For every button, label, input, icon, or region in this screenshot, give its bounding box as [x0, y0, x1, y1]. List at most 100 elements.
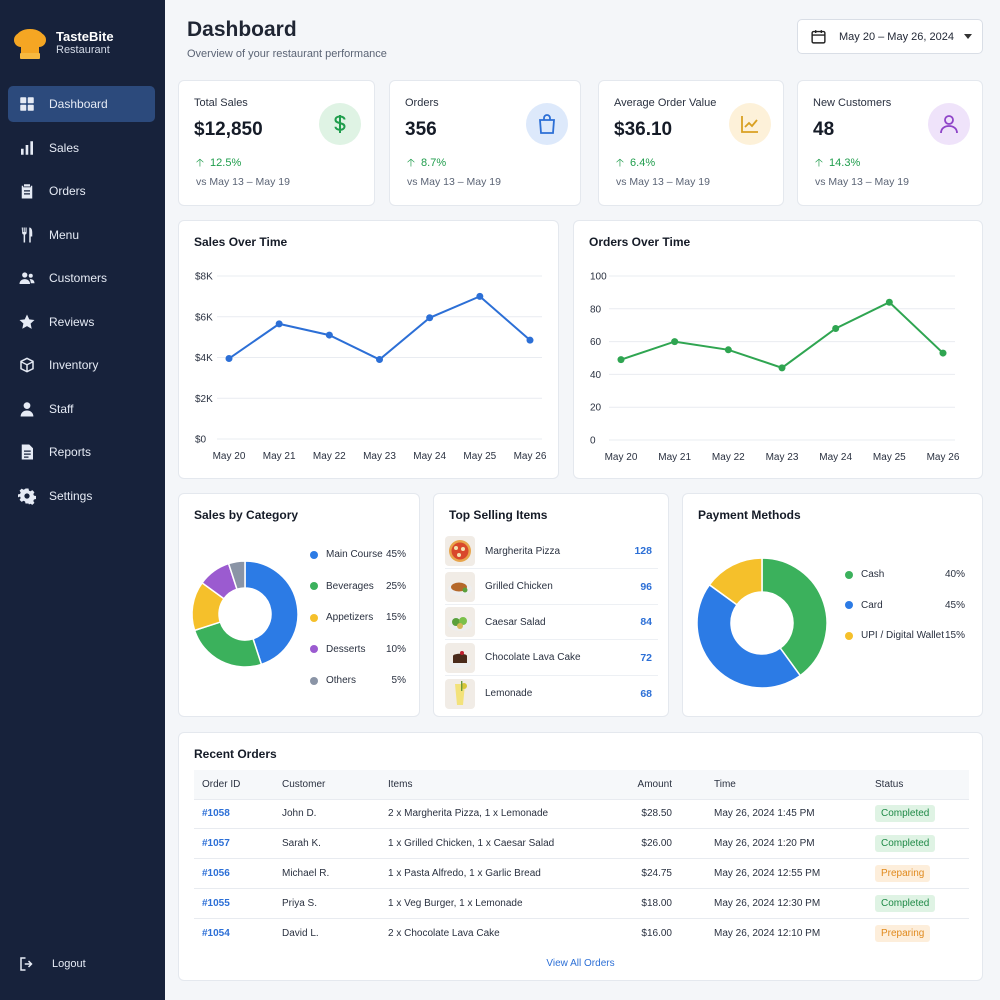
- data-point[interactable]: [225, 355, 233, 363]
- chevron-down-icon: [964, 34, 972, 39]
- kpi-change-value: 6.4%: [630, 157, 656, 169]
- top-item-row[interactable]: Chocolate Lava Cake 72: [445, 641, 658, 676]
- donut-slice-main-course[interactable]: [244, 560, 299, 666]
- order-status-cell: Completed: [867, 887, 969, 919]
- order-status-cell: Completed: [867, 798, 969, 829]
- legend-item[interactable]: Beverages 25%: [310, 581, 406, 592]
- brand-subtitle: Restaurant: [56, 44, 110, 56]
- table-row[interactable]: #1058 John D. 2 x Margherita Pizza, 1 x Le…: [194, 798, 969, 829]
- orders-over-time-card: Orders Over Time 0 20 40 60 80 100 May 20 May 2…: [573, 220, 983, 479]
- kpi-card-new-customers: New Customers 48 🡡 14.3% vs May 13 – May 19: [797, 80, 983, 206]
- sales-over-time-card: Sales Over Time $0 $2K $4K $6K $8K May 20 May …: [178, 220, 559, 479]
- order-status-cell: Completed: [867, 828, 969, 859]
- table-row[interactable]: #1055 Priya S. 1 x Veg Burger, 1 x Lemonad…: [194, 887, 969, 919]
- top-item-row[interactable]: Grilled Chicken 96: [445, 570, 658, 605]
- sidebar-item-label: Reports: [49, 445, 92, 459]
- data-point[interactable]: [671, 338, 679, 346]
- data-point[interactable]: [885, 298, 893, 306]
- legend-label: Main Course: [326, 549, 383, 560]
- data-point[interactable]: [832, 324, 840, 332]
- legend-item[interactable]: Card 45%: [845, 600, 965, 611]
- data-point[interactable]: [325, 331, 333, 339]
- x-tick-label: May 22: [313, 451, 346, 462]
- kpi-compare: vs May 13 – May 19: [407, 176, 501, 188]
- column-header-order-id[interactable]: Order ID: [202, 778, 241, 790]
- legend-label: UPI / Digital Wallet: [861, 630, 944, 641]
- sidebar-item-label: Sales: [49, 140, 80, 155]
- data-point[interactable]: [526, 336, 534, 344]
- top-item-row[interactable]: Margherita Pizza 128: [445, 534, 658, 569]
- sidebar-item-sales[interactable]: Sales: [8, 130, 155, 166]
- column-header-amount[interactable]: Amount: [637, 778, 672, 790]
- sidebar-item-orders[interactable]: Orders: [8, 173, 155, 209]
- sidebar-item-inventory[interactable]: Inventory: [8, 347, 155, 383]
- donut-slice-card[interactable]: [696, 583, 802, 689]
- top-items-title: Top Selling Items: [449, 508, 548, 522]
- donut-slice-upi-digital-wallet[interactable]: [708, 557, 763, 606]
- sidebar-item-reviews[interactable]: Reviews: [8, 304, 155, 340]
- legend-item[interactable]: Appetizers 15%: [310, 612, 406, 623]
- legend-item[interactable]: Desserts 10%: [310, 644, 406, 655]
- order-customer: Priya S.: [274, 887, 380, 919]
- data-point[interactable]: [476, 292, 484, 300]
- data-point[interactable]: [778, 364, 786, 372]
- top-item-row[interactable]: Caesar Salad 84: [445, 605, 658, 640]
- order-items: 2 x Chocolate Lava Cake: [380, 917, 622, 948]
- sidebar-item-staff[interactable]: Staff: [8, 391, 155, 427]
- donut-slice-beverages[interactable]: [193, 621, 263, 668]
- kpi-change-value: 8.7%: [421, 157, 447, 169]
- dollar-icon: [334, 115, 346, 133]
- logout-button[interactable]: Logout: [18, 955, 86, 973]
- sidebar-item-menu[interactable]: Menu: [8, 217, 155, 253]
- x-tick-label: May 26: [514, 451, 547, 462]
- sidebar-item-settings[interactable]: Settings: [8, 478, 155, 514]
- legend-item[interactable]: Cash 40%: [845, 569, 965, 580]
- sidebar-item-reports[interactable]: Reports: [8, 434, 155, 470]
- order-id-link[interactable]: #1058: [194, 798, 274, 829]
- brand[interactable]: TasteBite Restaurant: [12, 26, 114, 60]
- top-item-row[interactable]: Lemonade 68: [445, 676, 658, 711]
- chef-hat-icon: [14, 29, 46, 59]
- data-point[interactable]: [275, 320, 283, 328]
- order-customer: John D.: [274, 798, 380, 829]
- sidebar-item-label: Menu: [49, 227, 80, 242]
- kpi-icon-badge: [526, 103, 568, 145]
- utensils-icon: [21, 227, 33, 242]
- order-amount: $24.75: [622, 858, 700, 889]
- data-point[interactable]: [426, 314, 434, 322]
- y-tick-label: $0: [195, 435, 207, 446]
- order-amount: $16.00: [622, 917, 700, 948]
- legend-item[interactable]: UPI / Digital Wallet 15%: [845, 630, 965, 641]
- column-header-status[interactable]: Status: [875, 778, 904, 790]
- arrow-up-icon: 🡡: [815, 157, 823, 169]
- table-row[interactable]: #1057 Sarah K. 1 x Grilled Chicken, 1 x Ca…: [194, 828, 969, 859]
- view-all-orders-link[interactable]: View All Orders: [546, 958, 615, 969]
- legend-item[interactable]: Main Course 45%: [310, 549, 406, 560]
- donut-slice-others[interactable]: [227, 560, 246, 591]
- data-point[interactable]: [617, 356, 625, 364]
- order-time: May 26, 2024 12:10 PM: [700, 917, 867, 948]
- data-point[interactable]: [939, 349, 947, 357]
- order-id-link[interactable]: #1054: [194, 917, 274, 948]
- order-id-link[interactable]: #1056: [194, 858, 274, 889]
- table-row[interactable]: #1054 David L. 2 x Chocolate Lava Cake $16.…: [194, 917, 969, 948]
- sidebar-nav: Dashboard Sales Orders Menu Customers Reviews…: [8, 86, 155, 521]
- order-id-link[interactable]: #1055: [194, 887, 274, 919]
- sidebar-item-dashboard[interactable]: Dashboard: [8, 86, 155, 122]
- column-header-items[interactable]: Items: [388, 778, 413, 790]
- column-header-customer[interactable]: Customer: [282, 778, 326, 790]
- legend-percent: 40%: [944, 569, 965, 580]
- user-icon: [940, 115, 958, 134]
- date-range-picker[interactable]: May 20 – May 26, 2024: [797, 19, 983, 54]
- data-point[interactable]: [376, 356, 383, 364]
- sidebar-item-customers[interactable]: Customers: [8, 260, 155, 296]
- y-tick-label: 80: [590, 304, 602, 315]
- order-id-link[interactable]: #1057: [194, 828, 274, 859]
- donut-slice-cash[interactable]: [761, 557, 828, 677]
- legend-item[interactable]: Others 5%: [310, 675, 406, 686]
- status-badge: Preparing: [875, 864, 931, 882]
- column-header-time[interactable]: Time: [714, 778, 736, 790]
- table-row[interactable]: #1056 Michael R. 1 x Pasta Alfredo, 1 x Ga…: [194, 858, 969, 889]
- data-point[interactable]: [724, 346, 732, 354]
- legend-label: Others: [326, 675, 357, 686]
